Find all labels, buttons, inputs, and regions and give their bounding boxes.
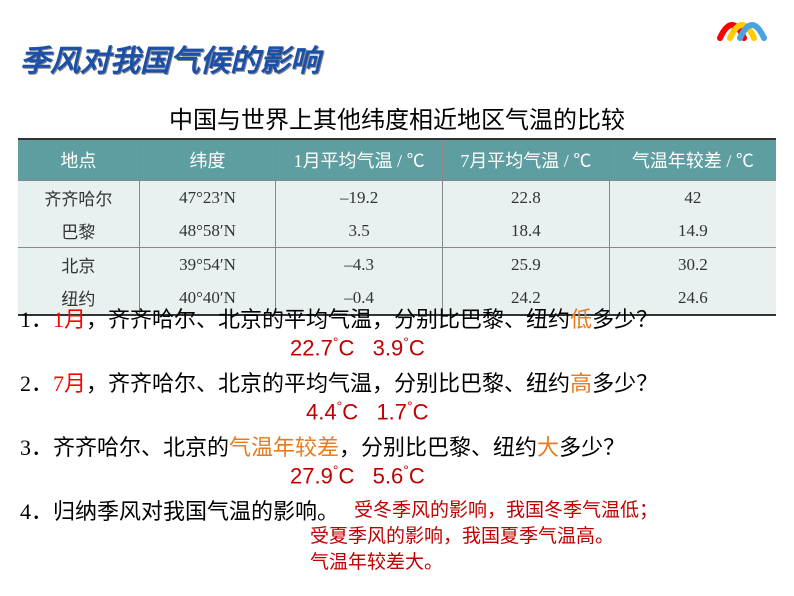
q2-end: 多少？ <box>592 371 658 396</box>
th-range: 气温年较差 / ℃ <box>609 139 776 181</box>
logo-icon <box>714 8 774 44</box>
q3-num: 3．齐齐哈尔、北京的 <box>20 435 229 460</box>
q3-o1: 气温年较差 <box>229 435 339 460</box>
a3a-val: 27.9 <box>290 463 333 488</box>
question-1: 1．1月，齐齐哈尔、北京的平均气温，分别比巴黎、纽约低多少？ <box>20 306 658 335</box>
th-jan: 1月平均气温 / ℃ <box>276 139 443 181</box>
question-2: 2．7月，齐齐哈尔、北京的平均气温，分别比巴黎、纽约高多少？ <box>20 370 658 399</box>
table-row: 齐齐哈尔 47°23′N –19.2 22.8 42 <box>18 181 776 215</box>
summary-2: 受夏季风的影响，我国夏季气温高。 <box>310 524 614 550</box>
cell-place: 北京 <box>18 248 139 282</box>
page-title: 季风对我国气候的影响 <box>20 36 320 80</box>
a2b-val: 1.7 <box>376 399 407 424</box>
cell-range: 14.9 <box>609 214 776 248</box>
answer-2: 4.4°C 1.7°C <box>306 398 429 425</box>
cell-jul: 25.9 <box>442 248 609 282</box>
q1-end: 多少？ <box>592 307 658 332</box>
a3b-val: 5.6 <box>373 463 404 488</box>
comparison-table: 地点 纬度 1月平均气温 / ℃ 7月平均气温 / ℃ 气温年较差 / ℃ 齐齐… <box>18 138 776 316</box>
q1-red: 1月 <box>53 307 86 332</box>
cell-lat: 39°54′N <box>139 248 275 282</box>
q3-o2: 大 <box>537 435 559 460</box>
cell-jul: 18.4 <box>442 214 609 248</box>
th-place: 地点 <box>18 139 139 181</box>
q4-text: 4．归纳季风对我国气温的影响。 <box>20 499 339 524</box>
q2-mid: ，齐齐哈尔、北京的平均气温，分别比巴黎、纽约 <box>86 371 570 396</box>
cell-jan: 3.5 <box>276 214 443 248</box>
cell-range: 30.2 <box>609 248 776 282</box>
q1-num: 1． <box>20 307 53 332</box>
cell-jul: 22.8 <box>442 181 609 215</box>
cell-place: 齐齐哈尔 <box>18 181 139 215</box>
subtitle: 中国与世界上其他纬度相近地区气温的比较 <box>0 100 794 135</box>
question-4: 4．归纳季风对我国气温的影响。 <box>20 498 339 527</box>
q2-num: 2． <box>20 371 53 396</box>
a1b-val: 3.9 <box>373 335 404 360</box>
table-header-row: 地点 纬度 1月平均气温 / ℃ 7月平均气温 / ℃ 气温年较差 / ℃ <box>18 139 776 181</box>
cell-range: 42 <box>609 181 776 215</box>
cell-place: 巴黎 <box>18 214 139 248</box>
a2a-val: 4.4 <box>306 399 337 424</box>
summary-3: 气温年较差大。 <box>310 550 443 576</box>
q3-end: 多少？ <box>559 435 625 460</box>
table-row: 巴黎 48°58′N 3.5 18.4 14.9 <box>18 214 776 248</box>
q3-mid: ，分别比巴黎、纽约 <box>339 435 537 460</box>
table-row: 北京 39°54′N –4.3 25.9 30.2 <box>18 248 776 282</box>
answer-3: 27.9°C 5.6°C <box>290 462 425 489</box>
cell-lat: 48°58′N <box>139 214 275 248</box>
summary-1: 受冬季风的影响，我国冬季气温低； <box>354 498 658 524</box>
question-3: 3．齐齐哈尔、北京的气温年较差，分别比巴黎、纽约大多少？ <box>20 434 625 463</box>
th-jul: 7月平均气温 / ℃ <box>442 139 609 181</box>
answer-1a: 22.7°C 3.9°C <box>290 334 425 361</box>
cell-jan: –19.2 <box>276 181 443 215</box>
q2-orange: 高 <box>570 371 592 396</box>
th-lat: 纬度 <box>139 139 275 181</box>
q1-mid: ，齐齐哈尔、北京的平均气温，分别比巴黎、纽约 <box>86 307 570 332</box>
a1a-val: 22.7 <box>290 335 333 360</box>
cell-lat: 47°23′N <box>139 181 275 215</box>
cell-jan: –4.3 <box>276 248 443 282</box>
q2-red: 7月 <box>53 371 86 396</box>
q1-orange: 低 <box>570 307 592 332</box>
